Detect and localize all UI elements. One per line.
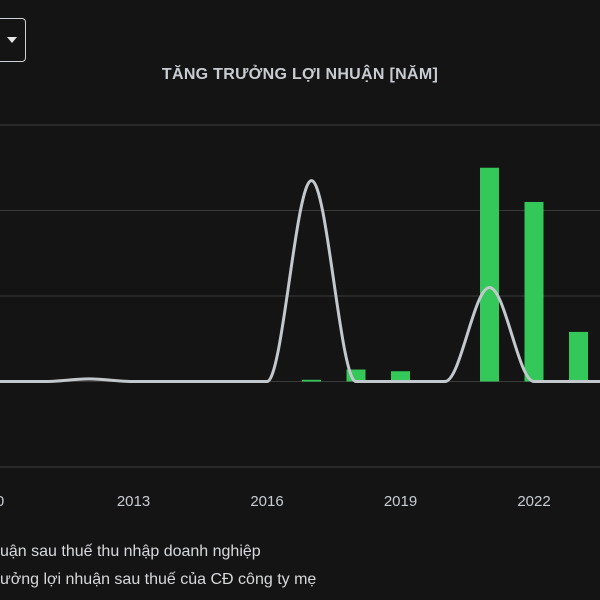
x-tick-label: 2022 <box>517 493 550 510</box>
bar-2017 <box>302 379 321 382</box>
chart-title: TĂNG TRƯỞNG LỢI NHUẬN [NĂM] <box>161 66 439 83</box>
chart-legend: uận sau thuế thu nhập doanh nghiệp ưởng … <box>0 538 316 594</box>
legend-label-bars: uận sau thuế thu nhập doanh nghiệp <box>0 543 261 560</box>
legend-label-line: ưởng lợi nhuận sau thuế của CĐ công ty m… <box>0 571 317 588</box>
x-tick-label: 2013 <box>117 493 150 510</box>
series-line <box>0 179 600 383</box>
period-dropdown[interactable] <box>0 18 26 62</box>
bar-2023 <box>569 331 588 382</box>
legend-item-line[interactable]: ưởng lợi nhuận sau thuế của CĐ công ty m… <box>0 566 316 594</box>
legend-item-bars[interactable]: uận sau thuế thu nhập doanh nghiệp <box>0 538 316 566</box>
bar-2019 <box>391 371 410 382</box>
x-tick-label: 2019 <box>384 493 417 510</box>
bar-2021 <box>480 167 499 382</box>
bar-2018 <box>346 369 366 382</box>
x-tick-label: 0 <box>0 493 4 510</box>
bar-2022 <box>524 201 544 382</box>
x-tick-label: 2016 <box>250 493 283 510</box>
chevron-down-icon <box>7 37 17 43</box>
